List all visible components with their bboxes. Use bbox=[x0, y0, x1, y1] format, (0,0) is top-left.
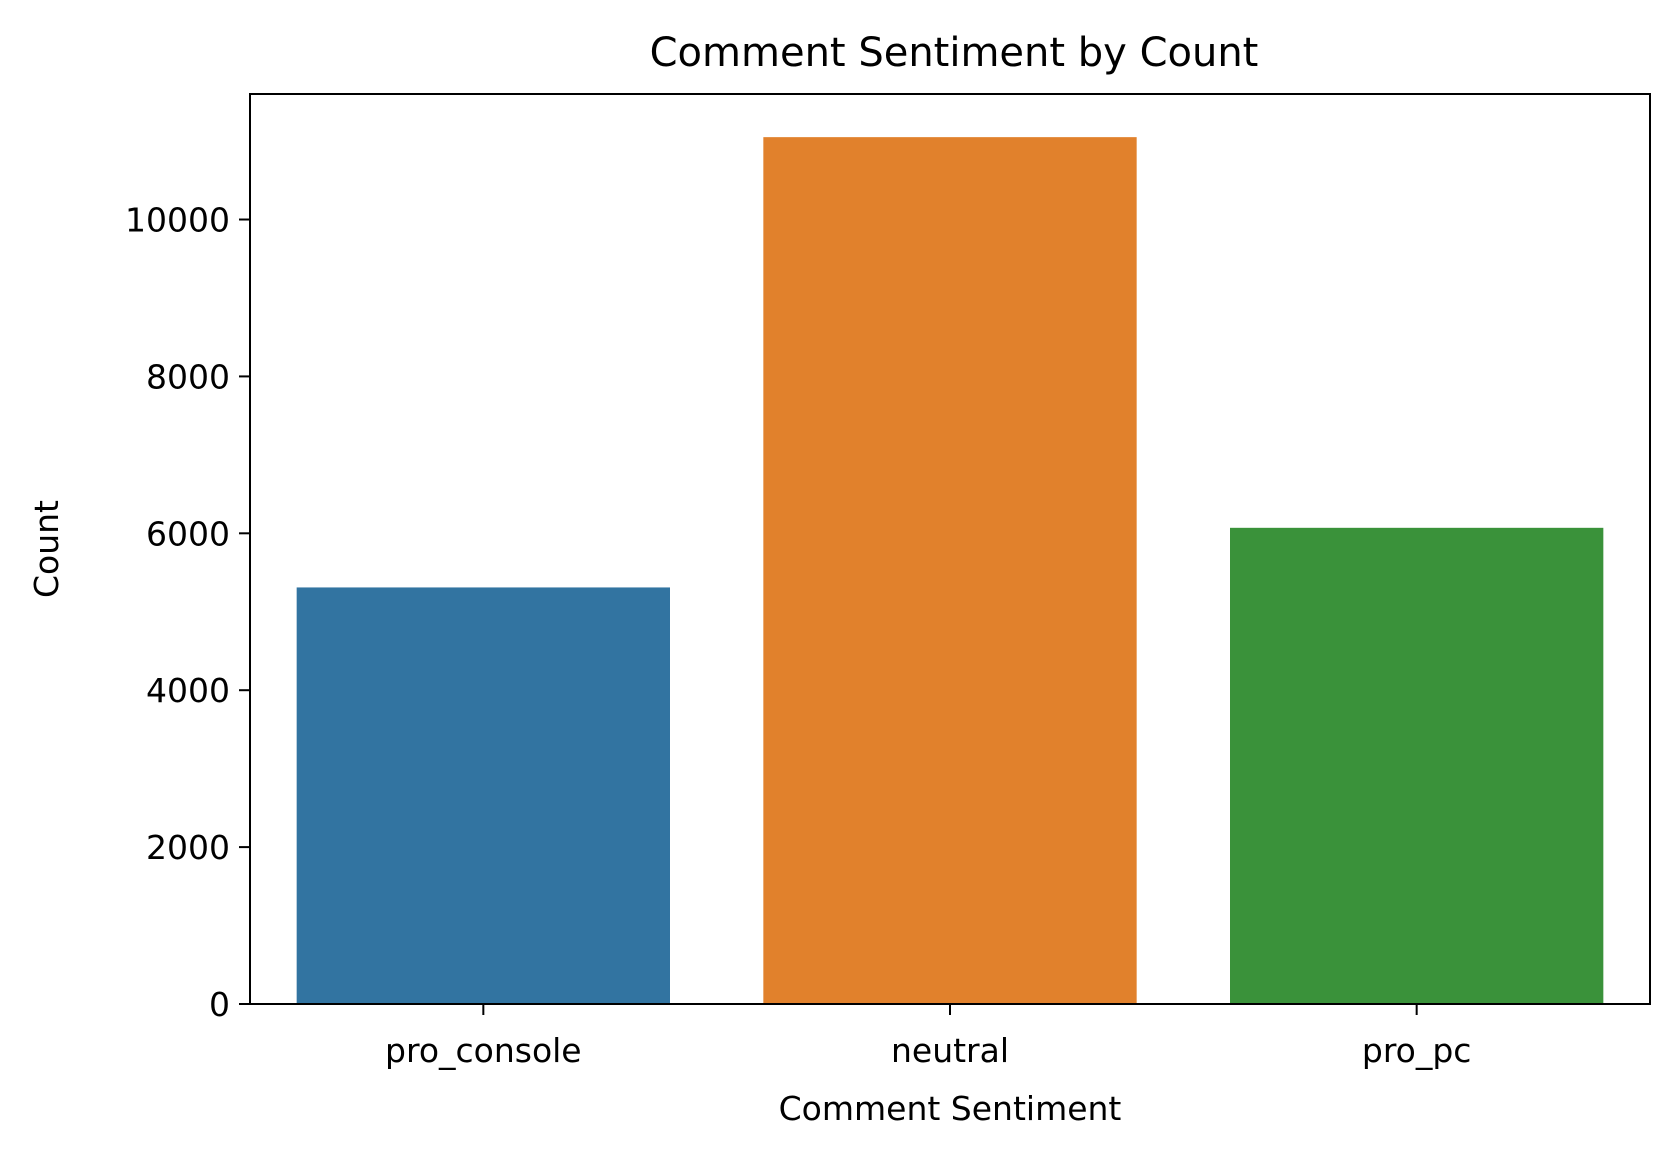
chart-title: Comment Sentiment by Count bbox=[650, 30, 1259, 76]
x-tick-label: neutral bbox=[891, 1031, 1009, 1070]
x-tick-label: pro_console bbox=[385, 1031, 582, 1070]
x-tick-label: pro_pc bbox=[1362, 1031, 1472, 1070]
bars-layer bbox=[296, 137, 1604, 1004]
y-axis: 0 2000 4000 6000 8000 10000 bbox=[125, 201, 250, 1024]
y-tick-label: 10000 bbox=[125, 201, 230, 240]
bar-pro-console bbox=[296, 587, 670, 1004]
y-tick-label: 8000 bbox=[146, 357, 230, 396]
y-tick-label: 2000 bbox=[146, 828, 230, 867]
y-tick-label: 0 bbox=[209, 985, 230, 1024]
bar-pro-pc bbox=[1230, 527, 1604, 1004]
y-tick-label: 4000 bbox=[146, 671, 230, 710]
x-axis: pro_console neutral pro_pc bbox=[385, 1004, 1471, 1070]
y-axis-label: Count bbox=[27, 500, 66, 598]
bar-neutral bbox=[763, 137, 1137, 1004]
x-axis-label: Comment Sentiment bbox=[779, 1089, 1122, 1128]
y-tick-label: 6000 bbox=[146, 514, 230, 553]
